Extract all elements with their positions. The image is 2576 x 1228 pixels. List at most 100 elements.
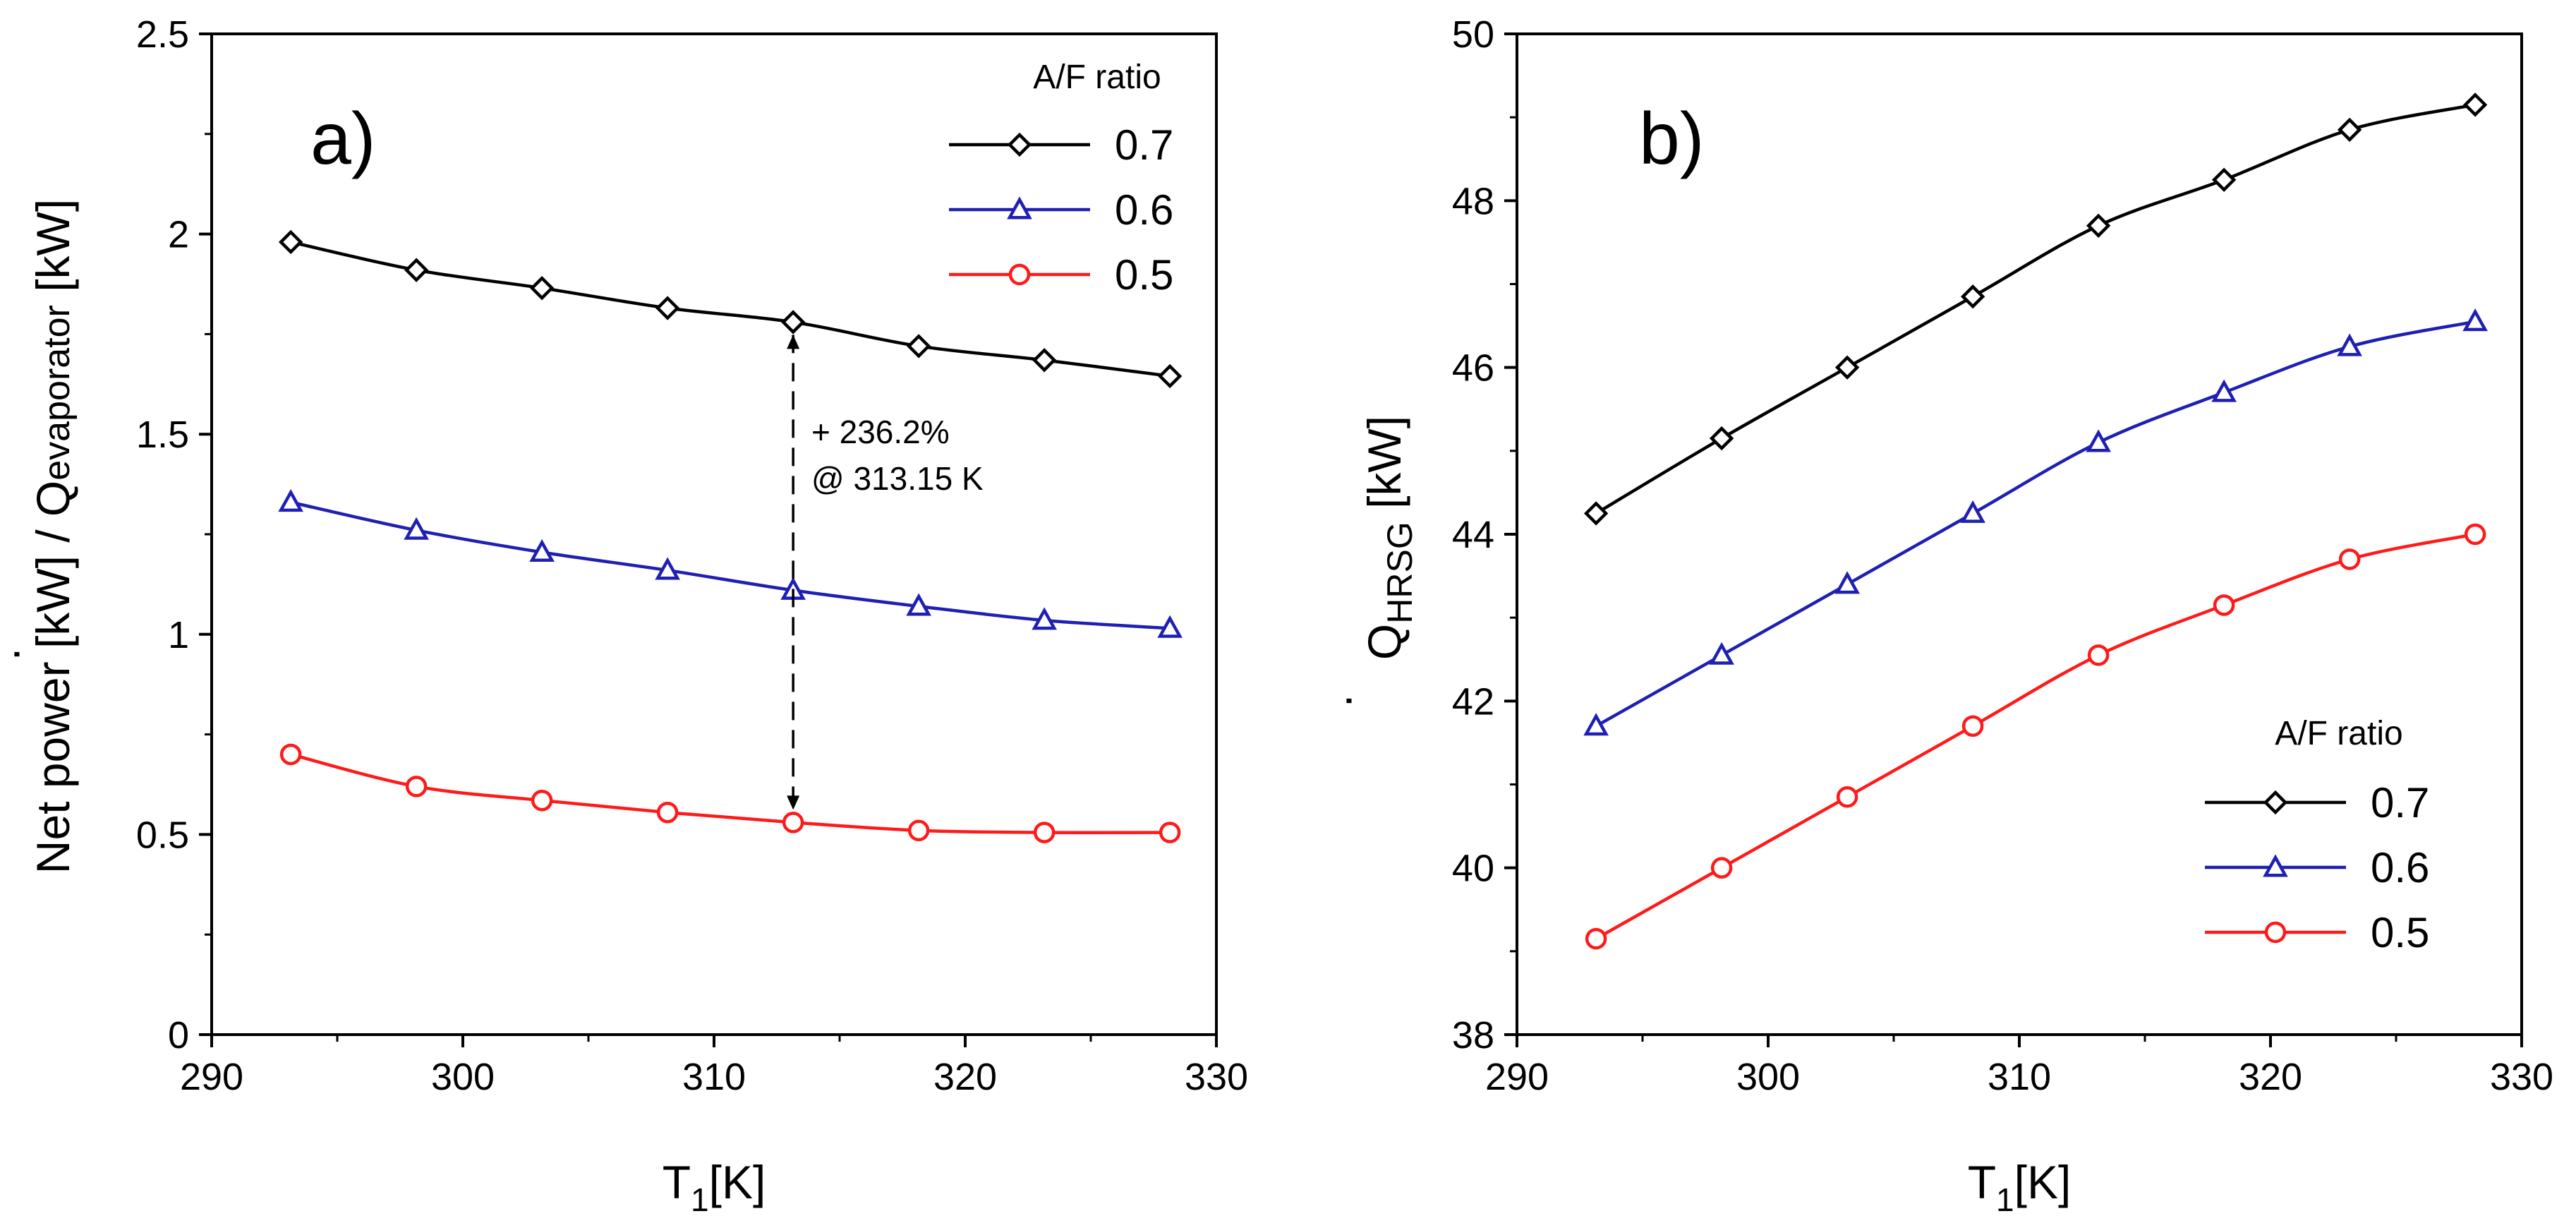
y-axis-title-b: QHRSG [kW] — [1358, 416, 1420, 660]
y-tick-label-b: 40 — [1452, 848, 1494, 890]
x-tick-label-a: 320 — [933, 1056, 997, 1098]
data-point-a-0.6-triangle-marker — [404, 517, 429, 540]
data-point-b-0.6-triangle-marker — [1834, 571, 1860, 594]
data-point-b-0.6-triangle-marker — [2211, 379, 2237, 402]
x-tick-label-b: 310 — [1988, 1056, 2051, 1098]
data-point-a-0.5-circle-marker — [907, 819, 930, 841]
data-point-a-0.7-diamond-marker — [529, 275, 555, 301]
annotation-text-line1: + 236.2% — [811, 414, 950, 450]
panel-b: 290 300 310 320 330 38 40 42 44 46 48 50 0.7 0.6 0.5 A… — [1319, 13, 2553, 1218]
data-point-a-0.6-triangle-marker — [1032, 607, 1057, 630]
legend-title-a: A/F ratio — [1033, 59, 1161, 96]
data-point-a-0.5-circle-marker — [531, 789, 553, 812]
data-point-a-0.5-circle-marker — [279, 743, 302, 766]
x-axis-title-b: T1[K] — [1968, 1156, 2072, 1218]
legend-a-0.7-diamond-marker — [1007, 132, 1032, 157]
y-tick-label-b: 44 — [1452, 514, 1494, 556]
y-tick-label-b: 48 — [1452, 180, 1494, 222]
x-tick-label-a: 330 — [1185, 1056, 1248, 1098]
data-point-a-0.6-triangle-marker — [278, 488, 303, 512]
data-point-b-0.7-diamond-marker — [1583, 501, 1609, 526]
data-point-b-0.7-diamond-marker — [2086, 213, 2111, 238]
data-point-b-0.5-circle-marker — [1710, 857, 1733, 879]
legend-a-0.5-circle-marker — [1008, 263, 1031, 286]
annotation-arrowhead-up — [787, 335, 800, 349]
y-tick-label-b: 46 — [1452, 347, 1494, 390]
data-point-a-0.7-diamond-marker — [655, 296, 680, 320]
legend-a-0.6-triangle-marker — [1007, 196, 1032, 219]
data-point-a-0.5-circle-marker — [1159, 821, 1181, 843]
x-tick-label-a: 290 — [180, 1056, 243, 1098]
data-point-b-0.7-diamond-marker — [1709, 426, 1734, 451]
legend-label-a-0.7: 0.7 — [1115, 121, 1173, 169]
data-point-a-0.6-triangle-marker — [906, 593, 931, 616]
data-point-b-0.5-circle-marker — [2338, 548, 2361, 570]
data-point-b-0.5-circle-marker — [2464, 523, 2486, 546]
x-tick-label-b: 330 — [2490, 1056, 2553, 1098]
data-point-a-0.7-diamond-marker — [1032, 348, 1057, 373]
legend-label-b-0.7: 0.7 — [2371, 779, 2429, 826]
x-tick-label-a: 310 — [682, 1056, 746, 1098]
data-point-b-0.7-diamond-marker — [2337, 117, 2362, 143]
x-tick-label-b: 320 — [2239, 1056, 2302, 1098]
data-point-b-0.6-triangle-marker — [2337, 333, 2362, 356]
data-point-b-0.6-triangle-marker — [1960, 500, 1985, 523]
legend-b-0.6-triangle-marker — [2263, 854, 2288, 877]
data-point-b-0.6-triangle-marker — [1583, 713, 1609, 736]
y-tick-label-a: 0.5 — [136, 814, 189, 856]
data-point-b-0.5-circle-marker — [1585, 927, 1607, 950]
data-point-b-0.5-circle-marker — [2213, 594, 2235, 616]
x-tick-label-b: 300 — [1736, 1056, 1800, 1098]
panel-label-a: a) — [310, 98, 375, 180]
data-point-a-0.5-circle-marker — [1033, 821, 1056, 843]
panel-label-b: b) — [1639, 98, 1704, 180]
x-tick-label-b: 290 — [1485, 1056, 1549, 1098]
series-line-b-0.7 — [1595, 103, 2476, 515]
legend-label-b-0.5: 0.5 — [2371, 909, 2429, 956]
data-point-b-0.5-circle-marker — [1961, 715, 1984, 738]
annotation-arrowhead-down — [787, 795, 800, 810]
legend-label-b-0.6: 0.6 — [2371, 844, 2429, 891]
legend-b-0.7-diamond-marker — [2263, 790, 2288, 815]
data-point-b-0.6-triangle-marker — [2086, 429, 2111, 452]
series-line-a-0.7 — [290, 240, 1171, 378]
y-axis-dot-b: · — [1319, 693, 1372, 709]
series-line-b-0.5 — [1595, 532, 2476, 941]
legend-b-0.5-circle-marker — [2264, 921, 2287, 944]
y-tick-label-a: 1.5 — [136, 414, 189, 456]
legend-label-a-0.5: 0.5 — [1115, 251, 1173, 299]
series-line-b-0.6 — [1595, 320, 2476, 728]
legend-title-b: A/F ratio — [2275, 715, 2402, 752]
data-point-a-0.5-circle-marker — [405, 776, 428, 797]
data-point-a-0.6-triangle-marker — [655, 557, 680, 580]
data-point-a-0.6-triangle-marker — [529, 538, 555, 562]
data-point-a-0.7-diamond-marker — [278, 229, 303, 255]
data-point-a-0.7-diamond-marker — [1157, 363, 1183, 389]
series-line-a-0.6 — [290, 500, 1171, 630]
y-tick-label-a: 2 — [168, 214, 189, 256]
y-axis-title-a: Net power [kW] / Qevaporator [kW] — [27, 199, 79, 874]
data-point-b-0.7-diamond-marker — [2211, 167, 2237, 192]
data-point-b-0.6-triangle-marker — [1709, 642, 1734, 665]
annotation-text-line2: @ 313.15 K — [811, 460, 984, 497]
y-tick-label-b: 38 — [1452, 1014, 1494, 1057]
data-point-b-0.7-diamond-marker — [1834, 355, 1860, 380]
y-tick-label-b: 42 — [1452, 680, 1494, 723]
data-point-b-0.6-triangle-marker — [2462, 308, 2488, 332]
panel-a: 290 300 310 320 330 0 0.5 1 1.5 2 2.5 + 236.2% @ 31… — [0, 13, 1248, 1218]
y-tick-label-b: 50 — [1452, 13, 1494, 56]
data-point-b-0.7-diamond-marker — [2462, 92, 2488, 117]
y-tick-label-a: 2.5 — [136, 13, 189, 56]
data-point-b-0.5-circle-marker — [2087, 644, 2110, 666]
series-line-a-0.5 — [290, 752, 1171, 835]
data-point-a-0.5-circle-marker — [656, 801, 679, 824]
plot-frame-a — [210, 32, 1218, 1036]
data-point-b-0.5-circle-marker — [1836, 785, 1858, 808]
data-point-a-0.5-circle-marker — [782, 812, 804, 833]
data-point-a-0.6-triangle-marker — [1157, 615, 1183, 638]
x-tick-label-a: 300 — [431, 1056, 495, 1098]
data-point-b-0.7-diamond-marker — [1960, 284, 1985, 309]
data-point-a-0.7-diamond-marker — [404, 258, 429, 282]
legend-label-a-0.6: 0.6 — [1115, 186, 1173, 234]
